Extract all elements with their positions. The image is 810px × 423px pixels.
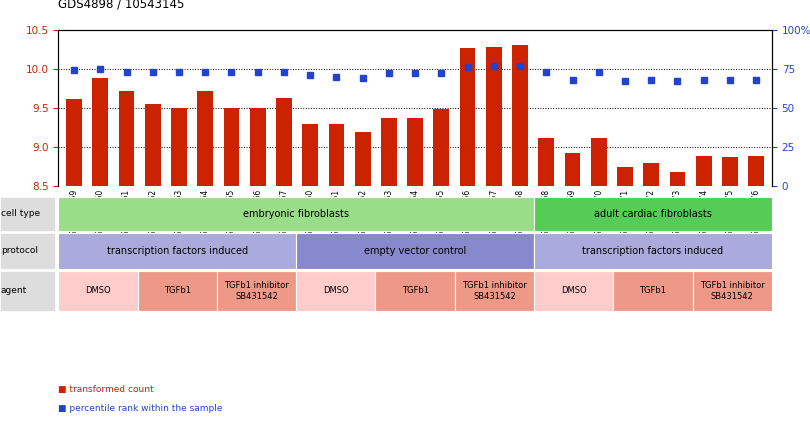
Bar <box>512 45 528 186</box>
Bar <box>591 138 607 186</box>
Text: ■ transformed count: ■ transformed count <box>58 385 154 394</box>
Bar <box>748 157 764 186</box>
Bar <box>276 99 292 186</box>
Text: DMSO: DMSO <box>561 286 586 295</box>
Text: transcription factors induced: transcription factors induced <box>582 246 723 255</box>
Text: transcription factors induced: transcription factors induced <box>107 246 248 255</box>
Bar <box>407 118 423 186</box>
Bar <box>171 108 187 186</box>
Text: cell type: cell type <box>1 209 40 218</box>
Bar <box>486 47 501 186</box>
Bar <box>433 109 450 186</box>
Bar <box>145 104 160 186</box>
Text: agent: agent <box>1 286 27 295</box>
Bar <box>249 108 266 186</box>
Bar <box>198 91 213 186</box>
Text: GDS4898 / 10543145: GDS4898 / 10543145 <box>58 0 185 11</box>
Text: protocol: protocol <box>1 246 38 255</box>
Bar <box>643 162 659 186</box>
Bar <box>460 48 475 186</box>
Bar <box>92 78 109 186</box>
Bar <box>66 99 82 186</box>
Text: DMSO: DMSO <box>85 286 111 295</box>
Bar <box>696 157 712 186</box>
Text: ■ percentile rank within the sample: ■ percentile rank within the sample <box>58 404 223 413</box>
Text: empty vector control: empty vector control <box>364 246 467 255</box>
Text: adult cardiac fibroblasts: adult cardiac fibroblasts <box>594 209 712 219</box>
Text: embryonic fibroblasts: embryonic fibroblasts <box>243 209 349 219</box>
Bar <box>722 157 738 186</box>
Bar <box>670 172 685 186</box>
Bar <box>539 138 554 186</box>
Bar <box>118 91 134 186</box>
Bar <box>617 167 633 186</box>
Bar <box>355 132 370 186</box>
Text: TGFb1 inhibitor
SB431542: TGFb1 inhibitor SB431542 <box>700 281 765 300</box>
Bar <box>329 124 344 186</box>
Text: DMSO: DMSO <box>323 286 348 295</box>
Text: TGFb1 inhibitor
SB431542: TGFb1 inhibitor SB431542 <box>224 281 289 300</box>
Bar <box>224 108 239 186</box>
Text: TGFb1: TGFb1 <box>164 286 191 295</box>
Bar <box>302 124 318 186</box>
Text: TGFb1: TGFb1 <box>402 286 428 295</box>
Text: TGFb1 inhibitor
SB431542: TGFb1 inhibitor SB431542 <box>462 281 526 300</box>
Text: TGFb1: TGFb1 <box>640 286 667 295</box>
Bar <box>565 153 581 186</box>
Bar <box>381 118 397 186</box>
